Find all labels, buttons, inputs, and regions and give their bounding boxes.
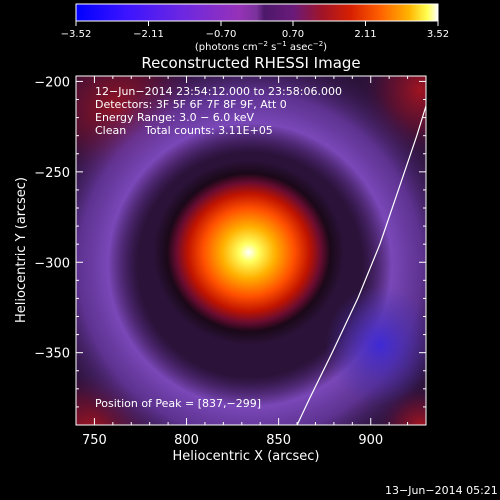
energy-range: Energy Range: 3.0 − 6.0 keV: [95, 111, 255, 124]
colorbar: −3.52 −2.11 −0.70 0.70 2.11 3.52 (photons cm−…: [61, 3, 449, 53]
colorbar-tick-label: 0.70: [282, 29, 304, 40]
colorbar-tick-label: 2.11: [354, 29, 376, 40]
plot-frame: [75, 75, 427, 426]
detectors-info: Detectors: 3F 5F 6F 7F 8F 9F, Att 0: [95, 98, 287, 111]
solar-limb-line: [296, 103, 426, 425]
colorbar-unit-label: (photons cm−2 s−1 asec−2): [195, 40, 327, 53]
x-tick-label: 850: [266, 433, 291, 448]
observation-time: 12−Jun−2014 23:54:12.000 to 23:58:06.000: [95, 85, 342, 98]
chart-title: Reconstructed RHESSI Image: [141, 54, 360, 72]
colorbar-tick-label: −3.52: [61, 29, 92, 40]
algorithm-name: Clean: [95, 124, 126, 137]
colorbar-tick-label: −0.70: [206, 29, 237, 40]
y-tick-label: −350: [34, 347, 70, 362]
y-tick-label: −300: [34, 256, 70, 271]
colorbar-ticks: −3.52 −2.11 −0.70 0.70 2.11 3.52: [61, 21, 449, 40]
x-tick-label: 900: [358, 433, 383, 448]
x-axis-label: Heliocentric X (arcsec): [173, 449, 320, 464]
peak-source-glow: [153, 160, 344, 345]
peak-position-label: Position of Peak = [837,−299]: [95, 397, 261, 410]
y-axis-label: Heliocentric Y (arcsec): [14, 177, 29, 323]
colorbar-gradient: [75, 3, 439, 22]
x-axis-ticks: 750 800 850 900: [75, 76, 427, 448]
footer-date: 13−Jun−2014 05:21: [385, 484, 498, 497]
y-axis-ticks: −200 −250 −300 −350: [34, 75, 426, 426]
x-tick-label: 750: [82, 433, 107, 448]
observation-info: 12−Jun−2014 23:54:12.000 to 23:58:06.000…: [95, 85, 342, 137]
colorbar-tick-label: 3.52: [427, 29, 449, 40]
total-counts: Total counts: 3.11E+05: [144, 124, 273, 137]
x-tick-label: 800: [174, 433, 199, 448]
peak-source: [153, 160, 344, 345]
y-tick-label: −200: [34, 75, 70, 90]
y-tick-label: −250: [34, 166, 70, 181]
plot-image: [76, 76, 426, 425]
colorbar-tick-label: −2.11: [133, 29, 164, 40]
